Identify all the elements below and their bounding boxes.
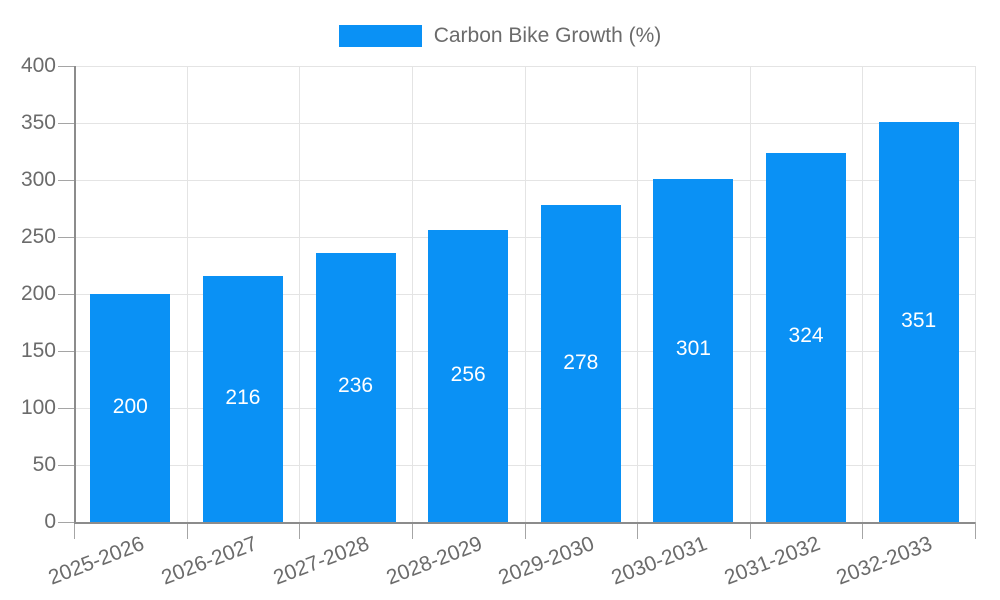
v-gridline — [524, 66, 526, 522]
x-tick-label: 2028-2029 — [383, 532, 486, 590]
bar[interactable] — [653, 178, 734, 522]
y-tick — [58, 66, 74, 67]
y-tick-label: 300 — [20, 168, 56, 191]
legend-swatch — [338, 25, 422, 47]
bar[interactable] — [315, 252, 396, 522]
bar-value-label: 236 — [338, 374, 374, 398]
y-tick — [58, 465, 74, 466]
x-tick — [975, 522, 976, 539]
bar-value-label: 301 — [675, 337, 711, 361]
bar-value-label: 256 — [450, 363, 486, 387]
bar[interactable] — [428, 230, 509, 522]
x-tick — [299, 522, 301, 539]
v-gridline — [862, 66, 864, 522]
bar[interactable] — [766, 152, 847, 522]
y-tick — [58, 294, 74, 295]
x-axis-line — [74, 522, 975, 524]
y-tick — [58, 180, 74, 181]
y-tick-label: 150 — [20, 339, 56, 362]
bar-value-label: 200 — [112, 395, 148, 418]
legend-label: Carbon Bike Growth (%) — [433, 24, 662, 47]
y-tick-label: 100 — [20, 396, 56, 419]
x-tick — [637, 522, 639, 539]
x-tick-label: 2026-2027 — [157, 532, 260, 590]
y-tick — [58, 351, 74, 352]
y-tick-label: 0 — [44, 510, 56, 533]
v-gridline — [637, 66, 639, 522]
x-tick-label: 2027-2028 — [270, 532, 373, 590]
y-tick — [58, 408, 74, 409]
x-tick-label: 2032-2033 — [833, 532, 936, 590]
y-tick-label: 200 — [20, 282, 56, 305]
x-tick-label: 2025-2026 — [45, 532, 148, 590]
bar-value-label: 351 — [901, 308, 937, 332]
bar[interactable] — [202, 275, 283, 522]
v-gridline — [411, 66, 413, 522]
x-tick — [524, 522, 526, 539]
x-tick — [749, 522, 751, 539]
y-tick-label: 250 — [20, 225, 56, 248]
bar-value-label: 278 — [563, 350, 599, 374]
v-gridline — [186, 66, 188, 522]
bar[interactable] — [540, 205, 621, 522]
x-tick-label: 2030-2031 — [608, 532, 711, 590]
y-tick — [58, 522, 74, 523]
y-tick — [58, 123, 74, 124]
bar[interactable] — [878, 121, 959, 522]
x-tick-label: 2029-2030 — [495, 532, 598, 590]
y-tick — [58, 237, 74, 238]
x-tick — [862, 522, 864, 539]
y-tick-label: 350 — [20, 111, 56, 134]
x-tick — [411, 522, 413, 539]
y-tick-label: 400 — [20, 54, 56, 77]
v-gridline — [299, 66, 301, 522]
bar-value-label: 324 — [788, 324, 824, 348]
x-tick-label: 2031-2032 — [720, 532, 823, 590]
v-gridline — [749, 66, 751, 522]
x-tick — [186, 522, 188, 539]
bar-value-label: 216 — [225, 385, 261, 409]
y-tick-label: 50 — [32, 453, 56, 476]
y-axis-line — [74, 66, 76, 522]
bar[interactable] — [90, 294, 171, 522]
legend[interactable]: Carbon Bike Growth (%) — [0, 24, 1000, 48]
x-tick — [74, 522, 75, 539]
v-gridline — [975, 66, 976, 522]
